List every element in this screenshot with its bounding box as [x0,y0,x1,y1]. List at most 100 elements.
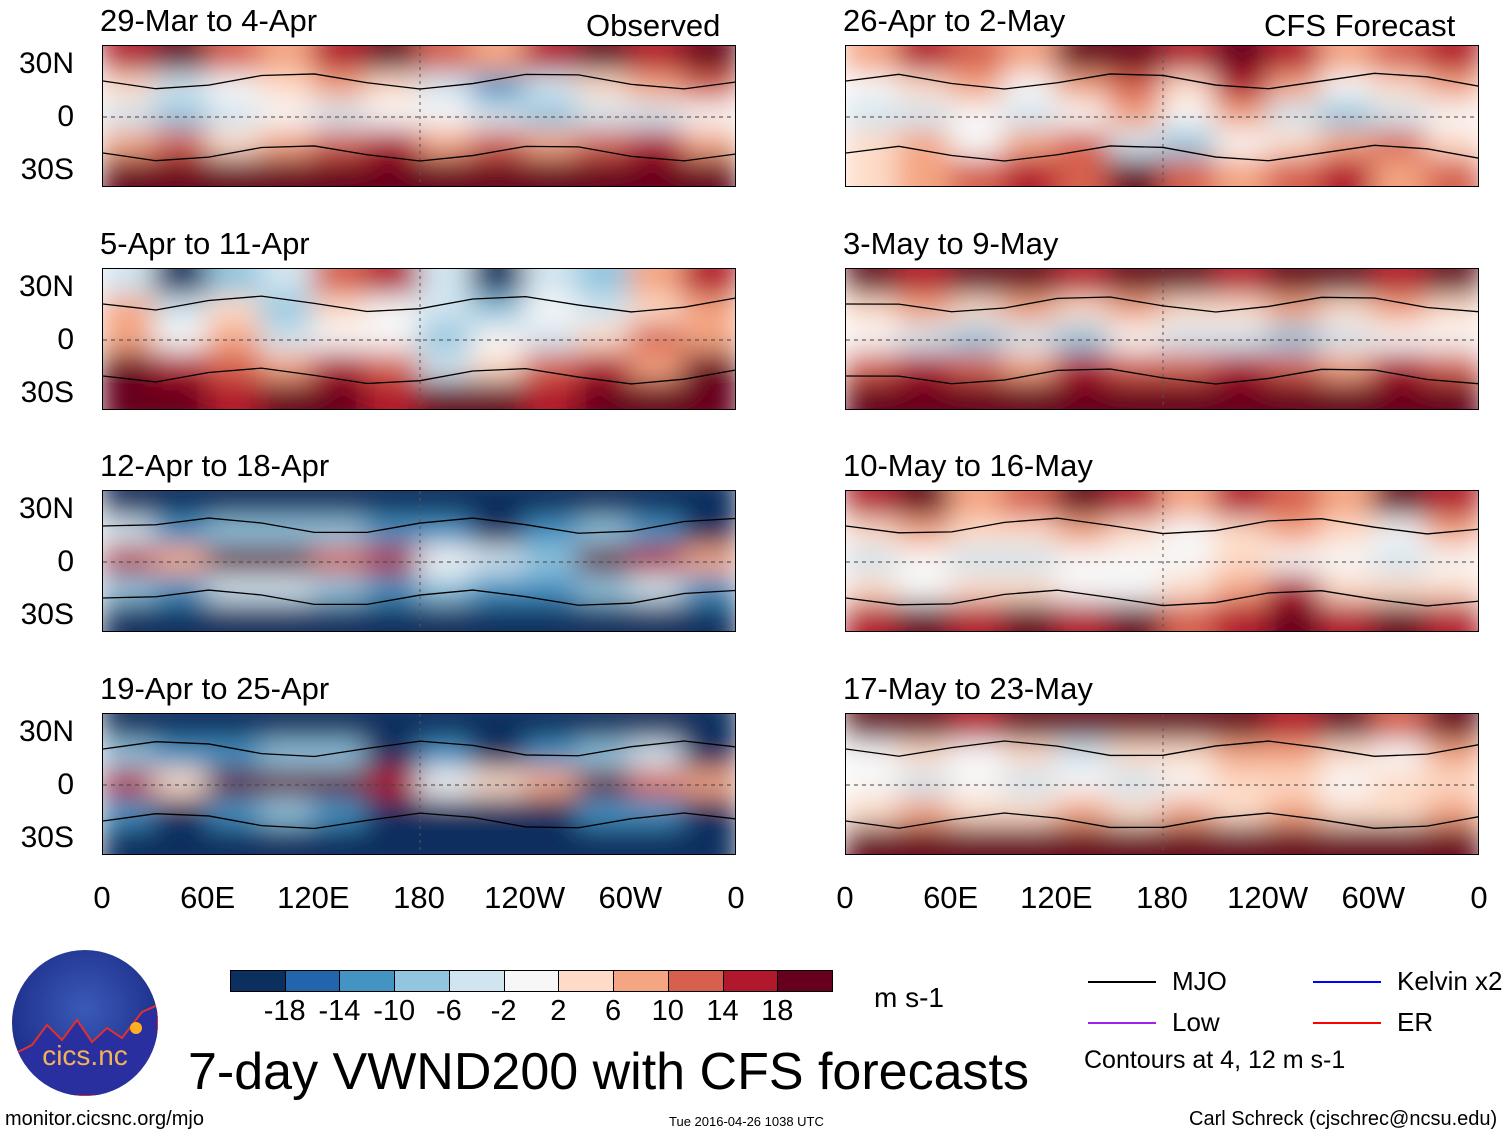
field-cell [949,157,1007,186]
field-cell [1213,129,1271,162]
field-cell [576,352,634,385]
field-cell [576,380,634,409]
x-tick-label: 180 [393,880,445,915]
field-cell [846,825,901,854]
y-tick-label: 0 [57,768,74,801]
forecast-label: CFS Forecast [1264,8,1456,43]
field-cell [576,129,634,162]
panel-title: 17-May to 23-May [843,671,1093,706]
field-cell [1372,797,1430,830]
field-cell [896,72,954,105]
field-cell [1161,825,1218,854]
field-cell [629,602,687,631]
field-cell [896,352,954,385]
field-cell [1108,295,1165,328]
map-panel [845,713,1479,855]
field-cell [1055,380,1113,409]
field-cell [1002,295,1060,328]
field-cell [259,574,317,607]
field-cell [1425,574,1478,607]
field-cell [682,825,735,854]
field-cell [153,517,211,550]
mjo-contour [846,144,1478,162]
colorbar-label: -14 [318,995,361,1027]
field-cell [1319,602,1377,631]
field-cell [523,740,581,773]
field-cell [1372,352,1430,385]
footer-url[interactable]: monitor.cicsnc.org/mjo [5,1108,204,1130]
mjo-contour [846,296,1478,313]
mjo-contour [103,295,735,313]
field-cell [259,157,317,186]
y-tick-label: 30N [18,47,74,80]
field-cell [1161,380,1218,409]
x-tick-label: 120E [1020,880,1093,915]
panel-title: 12-Apr to 18-Apr [100,448,330,483]
field-cell [949,740,1007,773]
field-cell [103,157,158,186]
y-tick-label: 30N [18,270,74,303]
field-cell [259,129,317,162]
mjo-contour [846,517,1478,535]
field-cell [846,517,901,550]
field-cell [1002,129,1060,162]
field-cell [896,740,954,773]
field-cell [1055,574,1113,607]
colorbar-swatch [394,970,450,992]
colorbar-label: 14 [706,995,739,1027]
panel-title: 19-Apr to 25-Apr [100,671,330,706]
field-cell [1108,825,1165,854]
field-cell [949,517,1007,550]
field-cell [1002,825,1060,854]
colorbar-swatch [613,970,669,992]
mjo-contour [846,812,1478,829]
field-cell [1372,295,1430,328]
field-cell [1266,295,1324,328]
field-cell [206,157,264,186]
field-cell [103,574,158,607]
panel-title: 10-May to 16-May [843,448,1093,483]
field-cell [365,797,422,830]
colorbar-swatch [722,970,779,992]
field-cell [259,797,317,830]
field-cell [629,157,687,186]
field-cell [365,517,422,550]
x-tick-label: 0 [836,880,854,915]
field-cell [418,157,475,186]
field-cell [312,129,370,162]
figure-title: 7-day VWND200 with CFS forecasts [188,1043,1029,1101]
field-cell [1319,129,1377,162]
field-cell [470,797,528,830]
field-cell [1266,129,1324,162]
field-cell [153,602,211,631]
field-cell [1425,602,1478,631]
mjo-contour [846,589,1478,607]
field-cell [312,380,370,409]
field-cell [365,129,422,162]
field-cell [523,72,581,105]
colorbar-label: -2 [490,995,517,1027]
mjo-contour [846,368,1478,385]
field-cell [896,517,954,550]
field-cell [1372,825,1430,854]
mjo-contour [846,740,1478,757]
field-cell [259,380,317,409]
legend-label: MJO [1172,966,1227,996]
field-cell [470,517,528,550]
field-cell [629,740,687,773]
colorbar-swatch [284,970,341,992]
field-cell [259,602,317,631]
field-cell [1266,157,1324,186]
map-panel [102,45,736,187]
field-cell [1266,72,1324,105]
field-cell [1161,602,1218,631]
field-cell [1161,352,1218,385]
field-cell [103,517,158,550]
field-cell [1161,129,1218,162]
field-cell [1319,740,1377,773]
colorbar-label: -6 [436,995,462,1027]
field-cell [1108,157,1165,186]
field-cell [153,740,211,773]
field-cell [523,157,581,186]
mjo-contour [103,517,735,534]
